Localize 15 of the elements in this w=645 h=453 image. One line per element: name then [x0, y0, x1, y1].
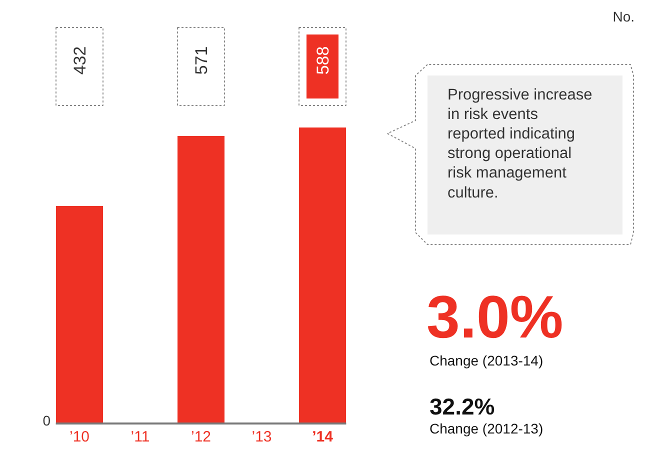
text: Change (2013-14) — [430, 352, 544, 368]
data-label: 432 — [70, 46, 90, 75]
x-tick-label: ’10 — [69, 428, 90, 446]
text: No. — [612, 8, 635, 24]
x-tick-label: ’14 — [312, 428, 334, 446]
text: Progressive increase in risk events reported indicating strong operational risk management culture. — [448, 86, 592, 202]
text: 0 — [42, 412, 51, 428]
x-tick-label: ’12 — [190, 428, 212, 446]
data-label: 588 — [314, 46, 332, 75]
x-tick-label: ’13 — [252, 428, 272, 446]
data-label: 571 — [192, 46, 211, 75]
text: 32.2% — [430, 394, 495, 420]
x-tick-label: ’11 — [130, 428, 150, 446]
text: Change (2012-13) — [430, 420, 544, 436]
text: 3.0% — [426, 284, 564, 350]
